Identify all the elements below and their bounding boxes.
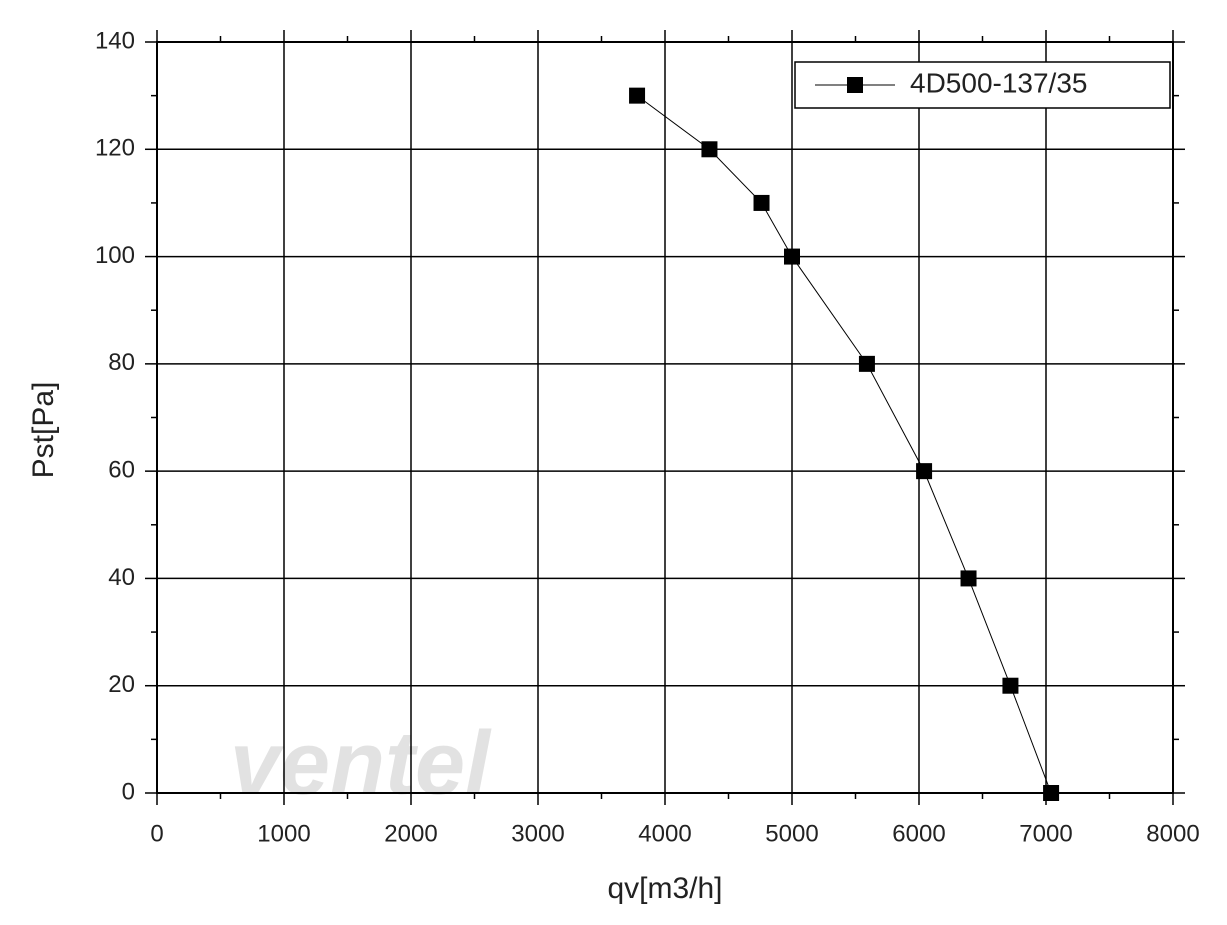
y-tick-label: 40 [108, 564, 135, 591]
y-tick-label: 20 [108, 671, 135, 698]
x-tick-label: 2000 [384, 820, 437, 847]
point-marker [753, 194, 770, 211]
x-tick-label: 5000 [765, 820, 818, 847]
y-tick-label: 140 [95, 27, 135, 54]
y-tick-label: 60 [108, 456, 135, 483]
y-axis-title: Pst[Pa] [27, 382, 60, 479]
y-tick-label: 0 [122, 778, 135, 805]
point-marker [629, 87, 646, 104]
x-tick-label: 7000 [1019, 820, 1072, 847]
x-tick-label: 8000 [1146, 820, 1199, 847]
x-tick-label: 4000 [638, 820, 691, 847]
x-tick-label: 0 [150, 820, 163, 847]
point-marker [858, 355, 875, 372]
point-marker [701, 141, 718, 158]
plot-frame [156, 41, 1174, 794]
legend-label: 4D500-137/35 [910, 67, 1087, 98]
x-tick-label: 6000 [892, 820, 945, 847]
legend-marker [847, 77, 863, 93]
x-tick-label: 3000 [511, 820, 564, 847]
y-tick-label: 100 [95, 242, 135, 269]
watermark: ventel [230, 714, 492, 814]
series-line [636, 95, 1052, 794]
y-tick-label: 120 [95, 135, 135, 162]
point-marker [960, 570, 977, 587]
y-tick-label: 80 [108, 349, 135, 376]
point-marker [1043, 785, 1060, 801]
x-tick-label: 1000 [257, 820, 310, 847]
point-marker [916, 463, 933, 480]
point-marker [1002, 677, 1019, 694]
point-marker [784, 248, 800, 265]
x-axis-title: qv[m3/h] [607, 872, 722, 905]
